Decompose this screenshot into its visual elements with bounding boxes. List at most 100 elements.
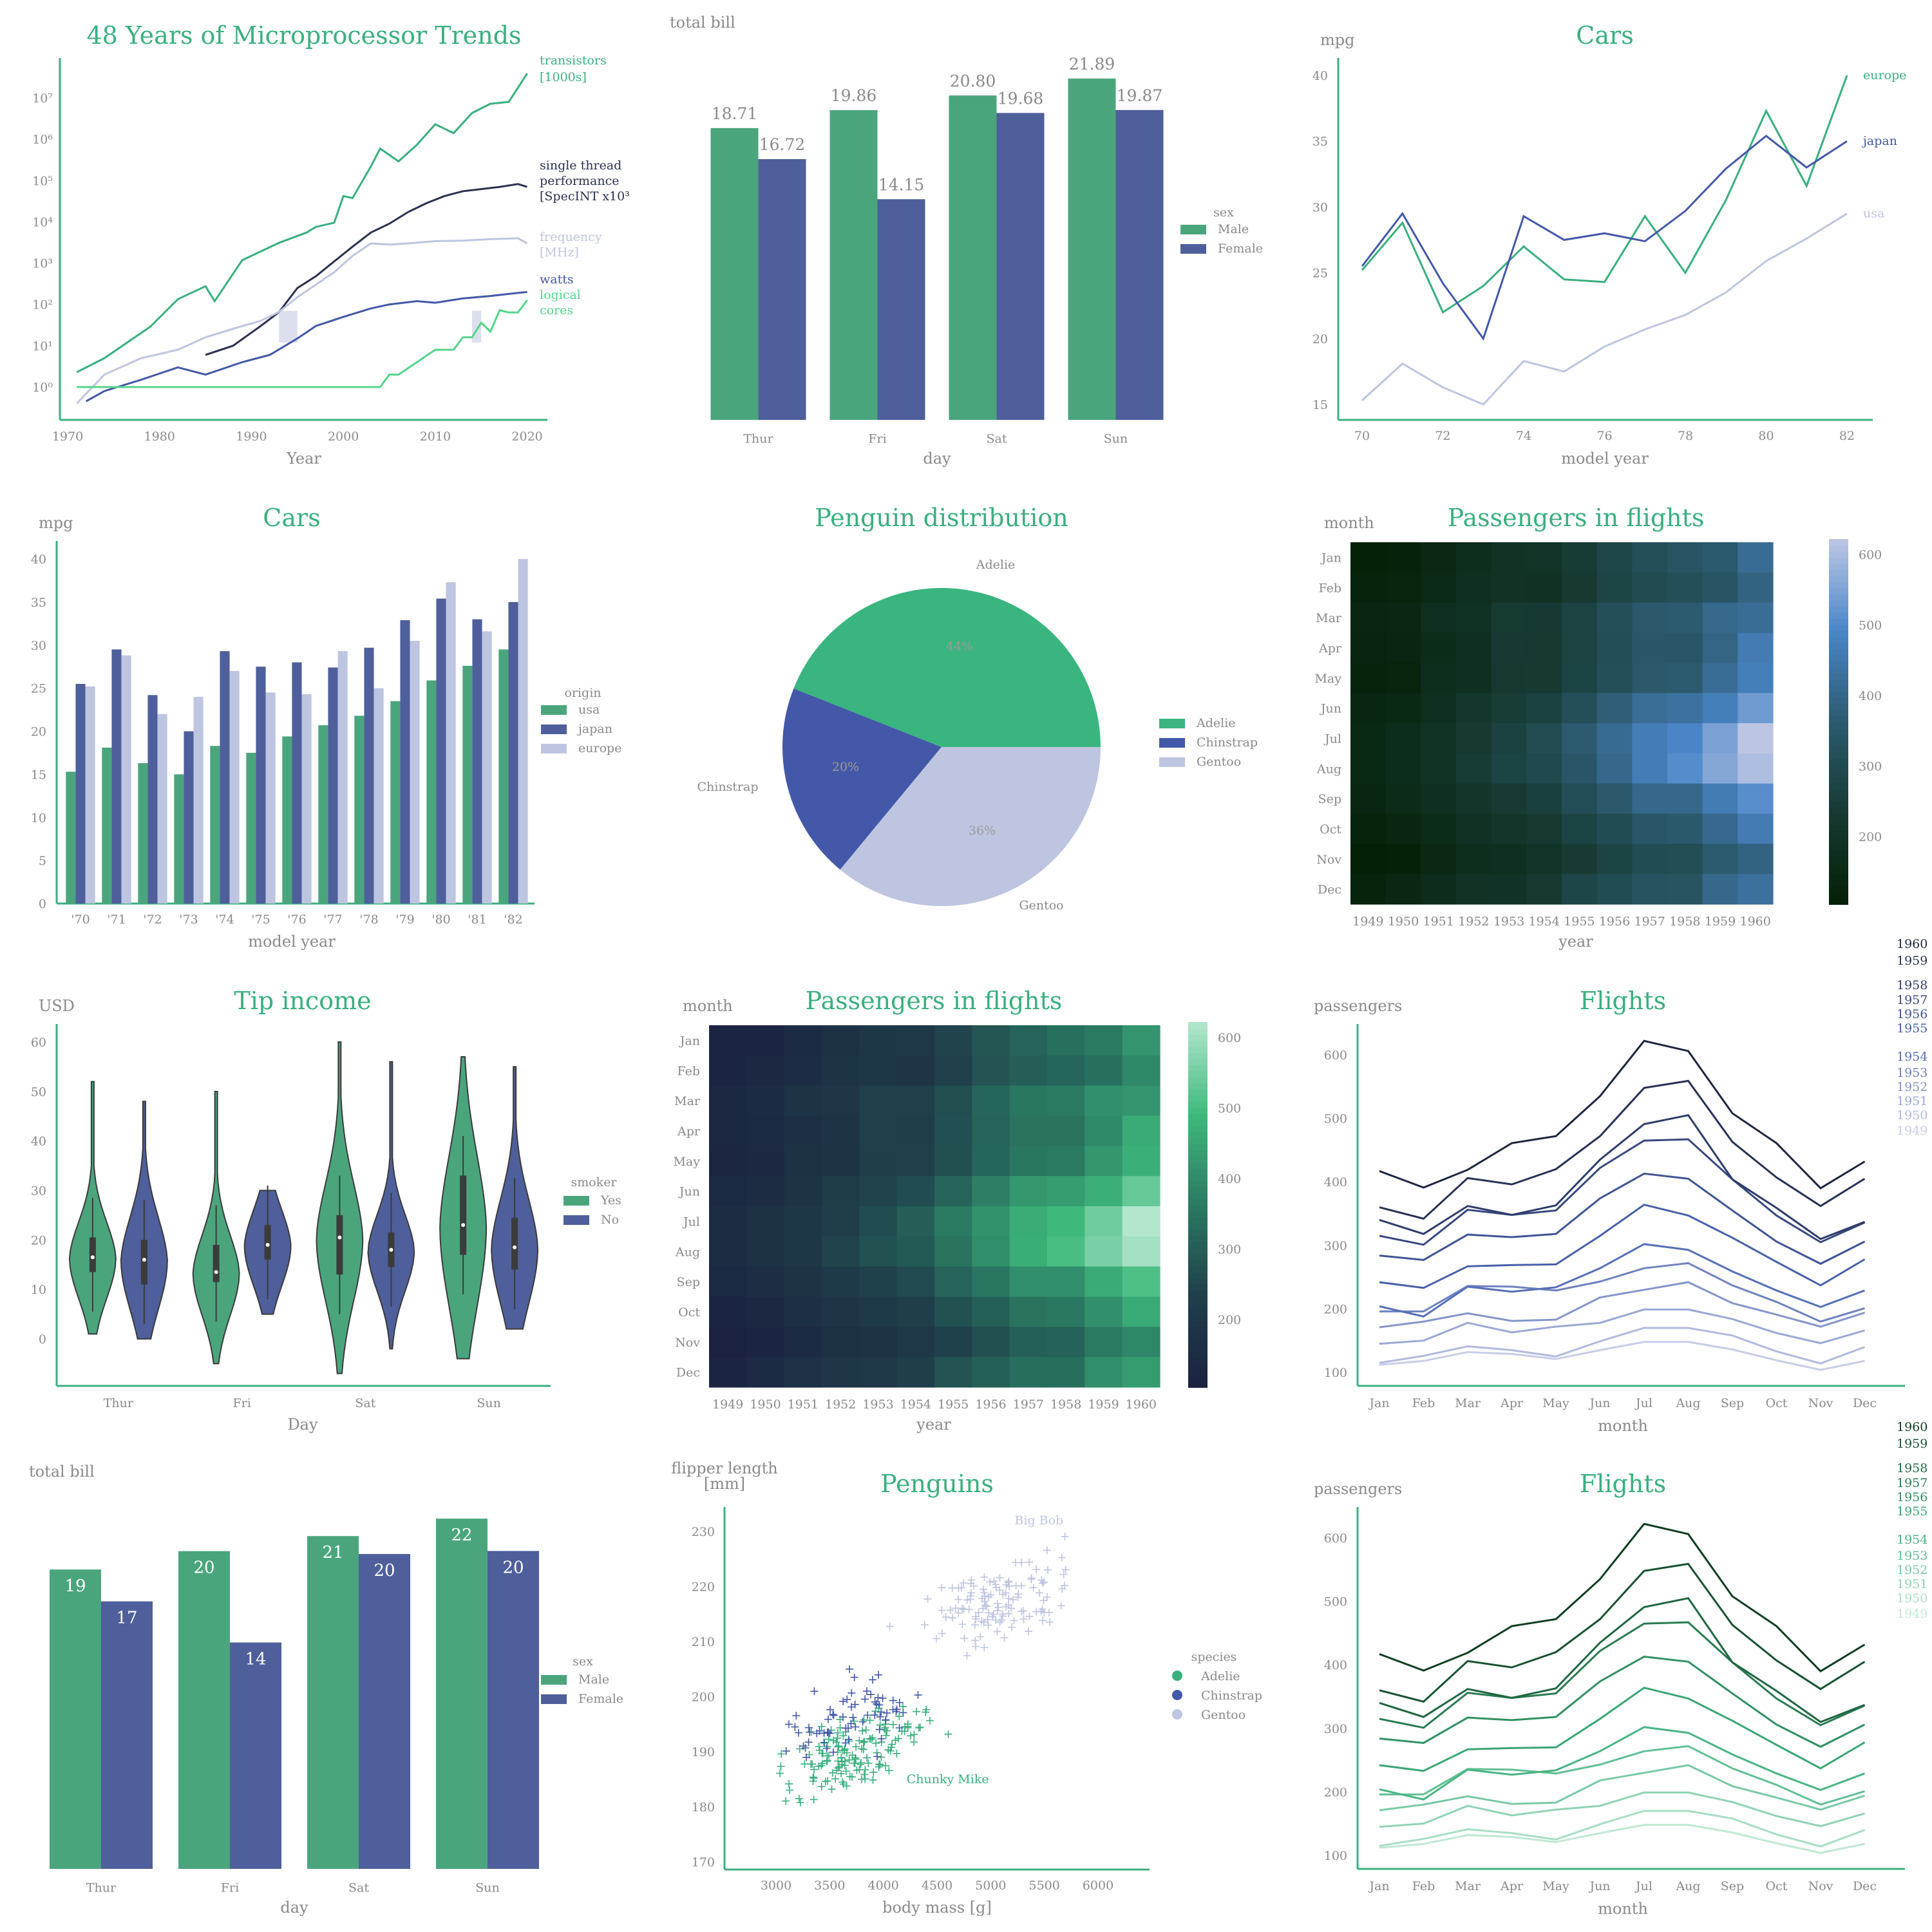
- x-tick-label: 2020: [511, 430, 542, 444]
- heatmap-cell: [1421, 874, 1457, 905]
- colorbar-segment: [1829, 582, 1848, 589]
- scatter-point: [877, 1753, 886, 1761]
- heatmap-cell: [1122, 1357, 1160, 1388]
- colorbar-segment: [1829, 545, 1848, 552]
- x-axis-title: month: [1598, 1900, 1648, 1918]
- heatmap-cell: [709, 1296, 747, 1327]
- scatter-point: [876, 1712, 884, 1721]
- colorbar-segment: [1188, 1028, 1208, 1035]
- scatter-point: [882, 1716, 890, 1724]
- heatmap-cell: [1456, 844, 1492, 875]
- colorbar-segment: [1829, 551, 1848, 558]
- heatmap-cell: [859, 1236, 898, 1267]
- colorbar-segment: [1829, 849, 1848, 857]
- colorbar-segment: [1188, 1356, 1208, 1364]
- y-tick-label: 400: [1324, 1658, 1347, 1672]
- scatter-point: [829, 1768, 837, 1777]
- heatmap-cell: [822, 1236, 860, 1267]
- bar: [508, 601, 518, 904]
- x-axis-title: model year: [248, 933, 336, 951]
- scatter-point: [1014, 1593, 1022, 1602]
- scatter-point: [891, 1736, 900, 1745]
- colorbar-segment: [1829, 679, 1848, 686]
- scatter-point: [875, 1671, 883, 1679]
- bar: [337, 651, 348, 904]
- y-tick-label: 230: [692, 1525, 715, 1539]
- heatmap-cell: [1084, 1206, 1123, 1237]
- heatmap-cell: [1009, 1025, 1048, 1056]
- colorbar-segment: [1188, 1034, 1208, 1041]
- heatmap-cell: [934, 1357, 972, 1388]
- y-tick-label: 10³: [32, 257, 53, 271]
- scatter-point: [861, 1695, 869, 1703]
- heatmap-cell: [1122, 1176, 1160, 1207]
- colorbar-segment: [1829, 855, 1848, 862]
- x-tick-label: Apr: [1500, 1396, 1524, 1410]
- heatmap-cell: [859, 1206, 898, 1237]
- scatter-point: [876, 1721, 884, 1729]
- colorbar-segment: [1188, 1058, 1208, 1066]
- heatmap-cell: [1009, 1266, 1048, 1298]
- scatter-point: [1008, 1623, 1016, 1631]
- x-tick-label: Sun: [1104, 432, 1128, 446]
- colorbar-segment: [1829, 843, 1848, 850]
- series-label: performance: [540, 174, 620, 188]
- colorbar-segment: [1188, 1155, 1208, 1163]
- y-axis-title: month: [1324, 514, 1374, 532]
- heatmap-cell: [746, 1206, 785, 1237]
- slice-label: Adelie: [976, 558, 1016, 572]
- y-tick-label: 30: [1312, 200, 1328, 214]
- heatmap-cell: [1738, 813, 1774, 844]
- colorbar-segment: [1829, 892, 1848, 899]
- heatmap-cell: [1122, 1266, 1160, 1298]
- series-line: [1379, 1243, 1866, 1318]
- heatmap-cell: [859, 1055, 898, 1086]
- colorbar-segment: [1188, 1289, 1208, 1297]
- scatter-point: [1004, 1578, 1012, 1587]
- heatmap-cell: [822, 1176, 860, 1207]
- series-label: single thread: [540, 158, 621, 173]
- legend-title: sex: [573, 1654, 593, 1669]
- colorbar-segment: [1188, 1350, 1208, 1358]
- heatmap-cell: [1456, 813, 1492, 844]
- scatter-point: [862, 1726, 870, 1734]
- colorbar-segment: [1829, 873, 1848, 881]
- legend-label: usa: [578, 703, 600, 717]
- scatter-point: [1040, 1609, 1048, 1617]
- legend-title: smoker: [571, 1175, 617, 1189]
- y-tick-label: 25: [31, 682, 46, 696]
- scatter-point: [971, 1636, 980, 1645]
- legend-title: origin: [564, 686, 601, 700]
- scatter-point: [875, 1725, 884, 1734]
- bar: [710, 128, 759, 420]
- heatmap-cell: [859, 1357, 898, 1388]
- x-tick-label: 74: [1516, 429, 1531, 443]
- heatmap-cell: [1738, 783, 1774, 815]
- legend-label: Chinstrap: [1197, 735, 1258, 750]
- heatmap-cell: [934, 1025, 972, 1056]
- scatter-point: [1061, 1566, 1070, 1574]
- x-tick-label: 4000: [867, 1879, 898, 1893]
- heatmap-cell: [1562, 602, 1598, 634]
- x-tick-label: 72: [1435, 429, 1450, 443]
- x-tick-label: Feb: [1412, 1396, 1435, 1410]
- colorbar-segment: [1829, 539, 1848, 546]
- bar: [256, 667, 266, 904]
- heatmap-cell: [1421, 572, 1457, 603]
- heatmap-cell: [896, 1357, 935, 1388]
- scatter-point: [858, 1718, 867, 1726]
- x-tick-label: 1970: [52, 430, 83, 444]
- colorbar-tick-label: 200: [1859, 830, 1882, 844]
- series-label: 1954: [1897, 1533, 1927, 1547]
- scatter-point: [882, 1731, 890, 1739]
- heatmap-cell: [1702, 783, 1738, 815]
- heatmap-cell: [1084, 1025, 1123, 1056]
- scatter-point: [802, 1753, 811, 1761]
- scatter-point: [938, 1629, 946, 1638]
- x-tick-label: '71: [107, 913, 126, 927]
- bar-value-label: 20: [502, 1558, 524, 1577]
- x-tick-label: Sep: [1721, 1396, 1744, 1410]
- chart-title: Passengers in flights: [806, 987, 1063, 1015]
- x-tick-label: Fri: [221, 1881, 239, 1895]
- scatter-point: [980, 1589, 988, 1597]
